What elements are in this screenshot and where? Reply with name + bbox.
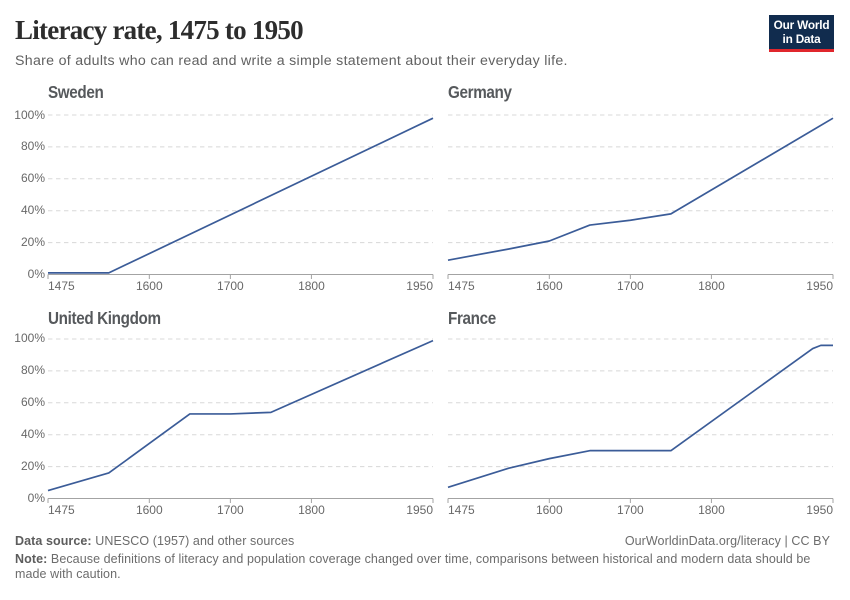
facet-title-sweden: Sweden [48, 81, 104, 102]
line-france[interactable] [447, 344, 833, 488]
chart-subtitle: Share of adults who can read and write a… [15, 53, 568, 70]
y-tick-label-40: 40% [20, 203, 45, 218]
x-tick-label-1950: 1950 [406, 503, 433, 517]
x-tick-label-1700: 1700 [217, 503, 244, 517]
panel-germany[interactable]: 1475 1600 1700 1800 1950 [447, 114, 833, 293]
note-text-line2: made with caution. [15, 566, 121, 581]
facet-title-united-kingdom: United Kingdom [48, 307, 161, 328]
x-tick-label-1700: 1700 [217, 279, 244, 293]
x-tick-label-1475: 1475 [448, 279, 475, 293]
x-tick-label-1950: 1950 [406, 279, 433, 293]
y-tick-label-60: 60% [20, 394, 45, 409]
owid-logo[interactable]: Our World in Data [769, 15, 834, 52]
facet-title-france: France [447, 307, 496, 328]
x-tick-label-1700: 1700 [617, 279, 644, 293]
y-tick-label-20: 20% [20, 458, 45, 473]
note-block: Note: Because definitions of literacy an… [15, 552, 830, 581]
credit-link[interactable]: OurWorldinData.org/literacy | CC BY [624, 533, 830, 548]
x-tick-label-1800: 1800 [698, 279, 725, 293]
x-tick-label-1475: 1475 [48, 279, 75, 293]
x-tick-label-1600: 1600 [136, 503, 163, 517]
y-tick-label-0: 0% [27, 267, 45, 281]
y-tick-label-0: 0% [27, 490, 45, 505]
x-tick-label-1700: 1700 [617, 503, 644, 517]
panel-united-kingdom[interactable]: 1475 1600 1700 1800 1950 [47, 338, 434, 517]
x-tick-label-1475: 1475 [448, 503, 475, 517]
panel-france[interactable]: 1475 1600 1700 1800 1950 [447, 338, 833, 517]
x-tick-label-1600: 1600 [136, 279, 163, 293]
y-tick-label-40: 40% [20, 426, 45, 441]
chart-footer: Data source: UNESCO (1957) and other sou… [15, 534, 830, 582]
datasource-label: Data source: [15, 533, 92, 548]
datasource-text: UNESCO (1957) and other sources [91, 533, 295, 548]
y-tick-label-100: 100% [14, 331, 45, 345]
owid-logo-red-bar [769, 49, 834, 52]
x-tick-label-1800: 1800 [298, 503, 325, 517]
x-tick-label-1800: 1800 [698, 503, 725, 517]
owid-logo-line2: in Data [782, 32, 821, 46]
note-text-line1: Because definitions of literacy and popu… [47, 552, 811, 566]
line-united-kingdom[interactable] [47, 339, 434, 491]
x-tick-label-1600: 1600 [535, 279, 562, 293]
x-tick-label-1950: 1950 [806, 279, 833, 293]
datasource-line: Data source: UNESCO (1957) and other sou… [15, 534, 294, 548]
y-tick-label-60: 60% [20, 171, 45, 186]
facet-title-germany: Germany [447, 81, 512, 102]
y-tick-label-100: 100% [14, 107, 45, 122]
y-tick-label-80: 80% [20, 362, 45, 377]
owid-logo-line1: Our World [773, 18, 830, 32]
x-tick-label-1475: 1475 [48, 503, 75, 517]
chart-title: Literacy rate, 1475 to 1950 [15, 14, 304, 45]
line-germany[interactable] [447, 117, 833, 261]
line-sweden[interactable] [48, 117, 434, 274]
panel-sweden[interactable]: 1475 1600 1700 1800 1950 [47, 114, 434, 293]
x-tick-label-1600: 1600 [535, 503, 562, 517]
note-label: Note: [15, 552, 48, 566]
x-tick-label-1950: 1950 [806, 503, 833, 517]
y-tick-label-20: 20% [20, 235, 45, 250]
y-tick-label-80: 80% [20, 139, 45, 154]
x-tick-label-1800: 1800 [298, 279, 325, 293]
